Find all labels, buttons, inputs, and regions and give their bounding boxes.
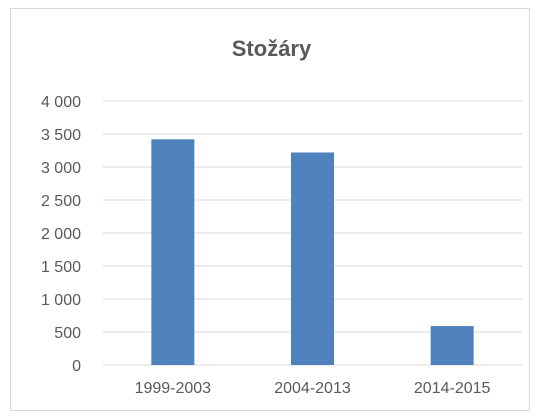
bar — [291, 152, 334, 365]
y-tick-label: 2 500 — [41, 193, 81, 210]
y-axis-ticks: 0 500 1 000 1 500 2 000 2 500 3 000 3 500 4 000 — [41, 94, 81, 375]
bars — [151, 139, 474, 365]
x-axis-ticks: 1999-2003 2004-2013 2014-2015 — [135, 380, 491, 397]
y-tick-label: 3 000 — [41, 160, 81, 177]
bar — [430, 326, 474, 365]
y-tick-label: 3 500 — [41, 127, 81, 144]
y-tick-label: 500 — [54, 325, 81, 342]
bar — [151, 139, 195, 365]
x-tick-label: 2004-2013 — [274, 380, 351, 397]
y-tick-label: 0 — [72, 358, 81, 375]
x-tick-label: 2014-2015 — [414, 380, 491, 397]
y-tick-label: 1 000 — [41, 292, 81, 309]
x-tick-label: 1999-2003 — [135, 380, 212, 397]
chart-title: Stožáry — [231, 36, 312, 61]
y-tick-label: 2 000 — [41, 226, 81, 243]
y-tick-label: 1 500 — [41, 259, 81, 276]
y-tick-label: 4 000 — [41, 94, 81, 111]
